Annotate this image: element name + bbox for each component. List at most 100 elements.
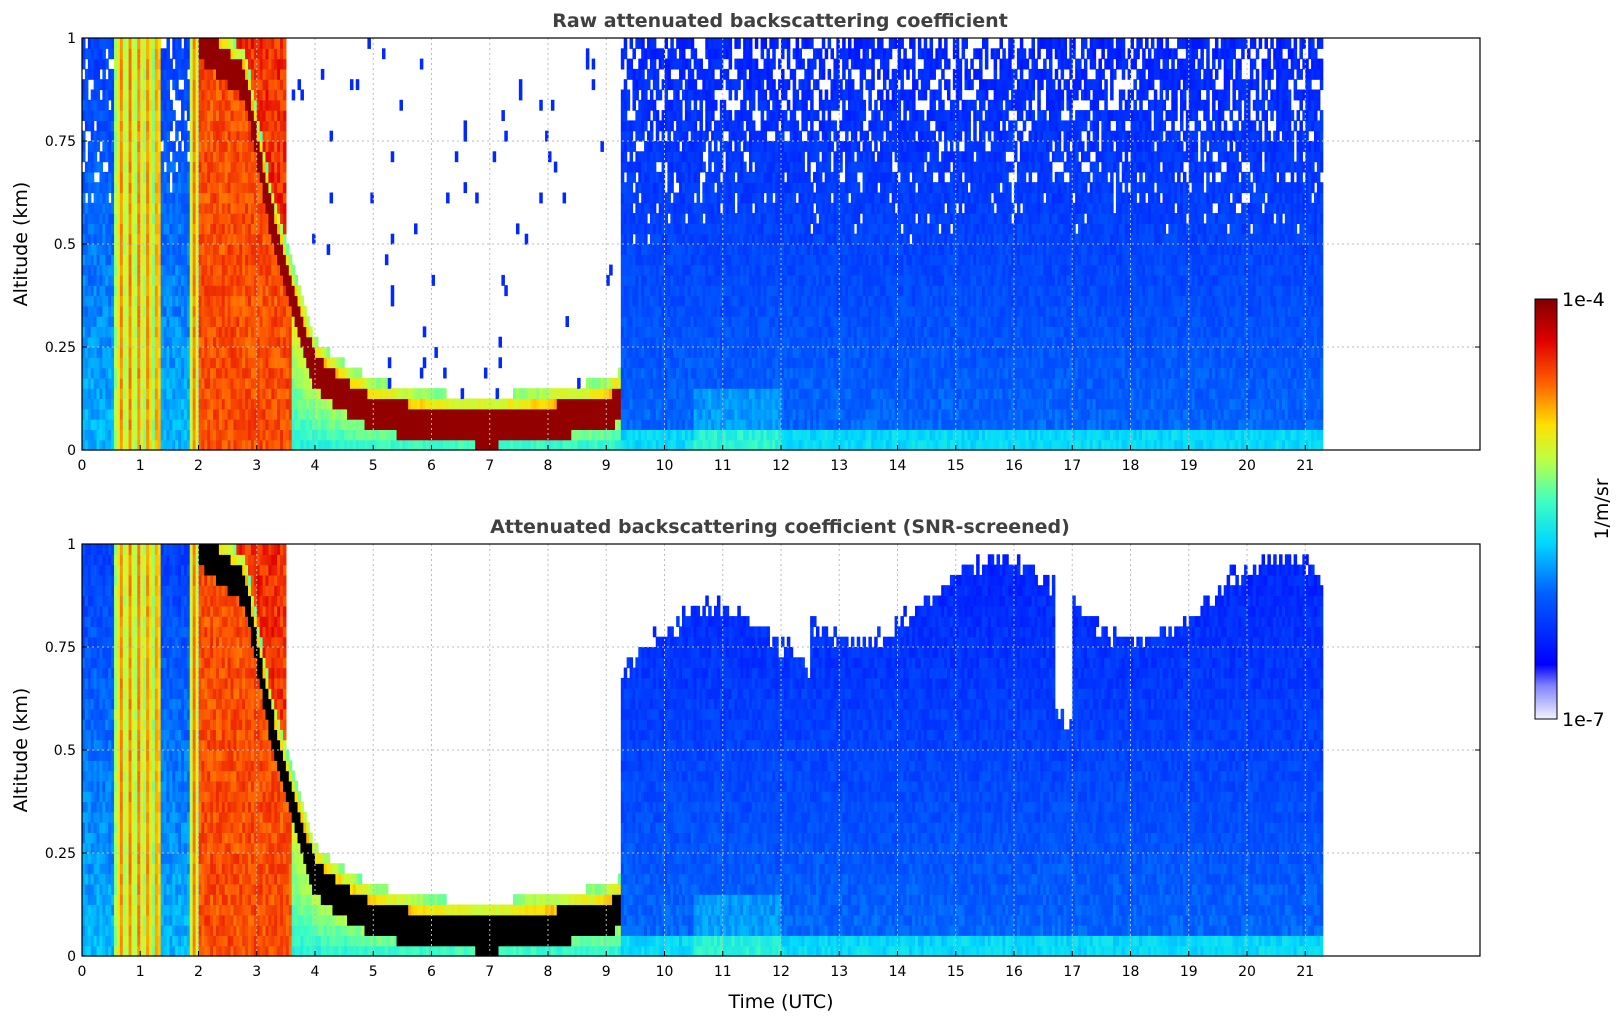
heatmap-cell [670,120,674,131]
heatmap-cell [539,193,543,204]
heatmap-cell [653,203,657,214]
heatmap-cell [292,265,296,276]
heatmap-cell [630,131,634,142]
heatmap-cell [609,265,613,276]
heatmap-cell [496,388,500,399]
heatmap-cell [300,90,304,101]
heatmap-cell [699,110,703,121]
heatmap-cell [283,141,287,152]
heatmap-cell [563,193,567,204]
heatmap-cell [443,388,447,399]
heatmap-cell [306,316,310,327]
heatmap-cell [525,234,529,245]
heatmap-cell [166,48,170,59]
heatmap-cell [97,90,101,101]
heatmap-cell [650,131,654,142]
heatmap-cell [309,326,313,337]
heatmap-cell [711,182,715,193]
heatmap-cell [464,182,468,193]
heatmap-cell [679,110,683,121]
heatmap-cell [382,48,386,59]
heatmap-cell [289,254,293,265]
heatmap-cell [175,131,179,142]
heatmap-cell [694,79,698,90]
heatmap-cell [627,90,631,101]
heatmap-cell [283,182,287,193]
heatmap-cell [688,100,692,111]
heatmap-cell [99,162,103,173]
heatmap-cell [105,193,109,204]
heatmap-cell [630,151,634,162]
heatmap-cell [627,100,631,111]
heatmap-cell [184,120,188,131]
heatmap-cell [172,162,176,173]
heatmap-cell [699,100,703,111]
heatmap-cell [592,79,596,90]
heatmap-cell [298,285,302,296]
heatmap-cell [630,203,634,214]
heatmap-cell [501,110,505,121]
heatmap-cell [644,90,648,101]
heatmap-cell [624,151,628,162]
heatmap-cell [665,38,669,49]
heatmap-cell [178,141,182,152]
heatmap-cell [606,275,610,286]
heatmap-cell [647,110,651,121]
heatmap-cell [158,38,162,49]
heatmap-cell [97,141,101,152]
heatmap-cell [711,110,715,121]
heatmap-cell [161,162,165,173]
heatmap-cell [673,48,677,59]
heatmap-cell [330,131,334,142]
heatmap-cell [461,388,465,399]
heatmap-cell [169,100,173,111]
panel-title: Raw attenuated backscattering coefficien… [552,10,1008,32]
heatmap-cell [181,110,185,121]
heatmap-cell [391,234,395,245]
heatmap-cell [667,193,671,204]
heatmap-cell [464,120,468,131]
heatmap-cell [577,378,581,389]
heatmap-cell [665,213,669,224]
heatmap-cell [166,151,170,162]
heatmap-cell [166,38,170,49]
heatmap-cell [699,59,703,70]
heatmap-cell [359,368,363,379]
heatmap-cell [501,275,505,286]
heatmap-cell [670,38,674,49]
heatmap-cell [166,172,170,183]
heatmap-cell [498,337,502,348]
heatmap-cell [632,100,636,111]
heatmap-cell [391,151,395,162]
panel-raw: Raw attenuated backscattering coefficien… [10,10,1480,474]
heatmap-cell [679,100,683,111]
heatmap-cell [519,90,523,101]
heatmap-cell [178,38,182,49]
heatmap-cell [102,48,106,59]
heatmap-cell [632,48,636,59]
heatmap-cell [91,120,95,131]
heatmap-cell [504,131,508,142]
heatmap-cell [85,79,89,90]
heatmap-cell [717,172,721,183]
heatmap-cell [708,141,712,152]
heatmap-cell [659,90,663,101]
heatmap-cell [697,172,701,183]
heatmap-cell [653,59,657,70]
heatmap-cell [708,162,712,173]
heatmap-cell [682,69,686,80]
heatmap-cell [432,275,436,286]
heatmap-cell [653,100,657,111]
heatmap-cell [286,244,290,255]
heatmap-cell [475,193,479,204]
heatmap-cell [699,120,703,131]
heatmap-cell [166,131,170,142]
heatmap-cell [624,79,628,90]
heatmap-cell [621,172,625,183]
heatmap-cell [464,131,468,142]
heatmap-cell [283,223,287,234]
heatmap-cell [702,141,706,152]
heatmap-cell [420,368,424,379]
heatmap-cell [630,59,634,70]
heatmap-cell [443,368,447,379]
